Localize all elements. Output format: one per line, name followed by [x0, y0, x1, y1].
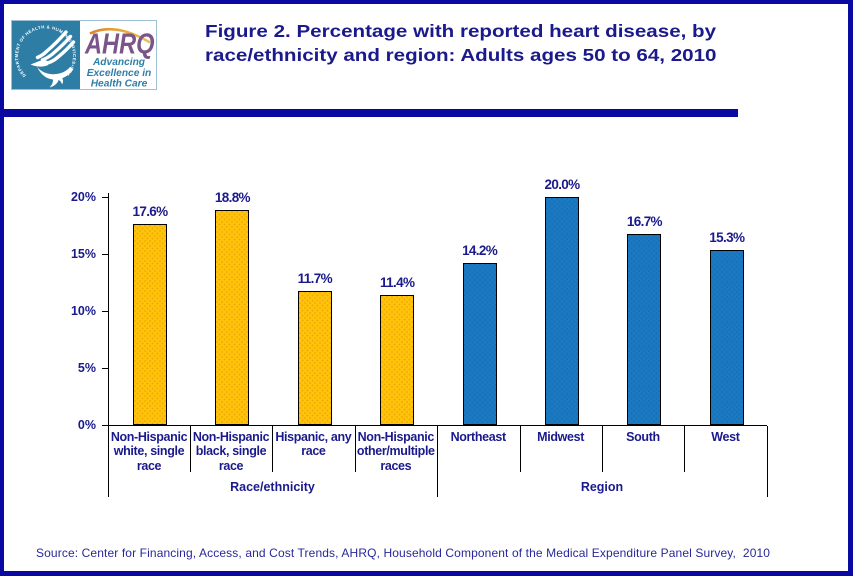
svg-text:AHRQ: AHRQ [84, 29, 155, 61]
svg-text:Health Care: Health Care [91, 79, 148, 90]
svg-text:Excellence in: Excellence in [87, 68, 152, 79]
svg-text:Advancing: Advancing [92, 57, 146, 68]
